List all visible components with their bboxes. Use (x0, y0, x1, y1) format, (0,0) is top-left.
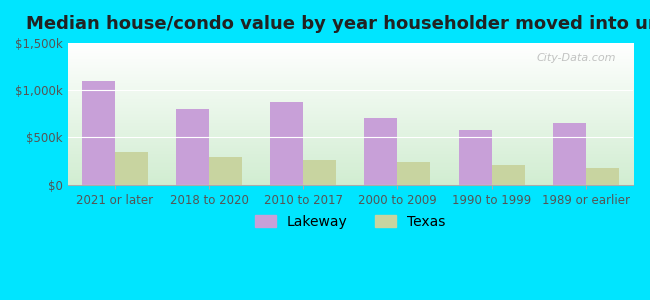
Bar (82, 81, 115, 184)
Bar (303, 160, 336, 184)
Bar (397, 162, 430, 184)
Bar (586, 168, 619, 184)
Bar (491, 165, 525, 184)
Bar (209, 157, 242, 184)
Title: Median house/condo value by year householder moved into unit: Median house/condo value by year househo… (25, 15, 650, 33)
Legend: Lakeway, Texas: Lakeway, Texas (250, 209, 451, 234)
Bar (270, 102, 303, 184)
Bar (459, 130, 491, 184)
Bar (553, 123, 586, 184)
Bar (365, 118, 397, 184)
Bar (115, 152, 148, 184)
Bar (176, 109, 209, 184)
Text: City-Data.com: City-Data.com (536, 53, 616, 63)
